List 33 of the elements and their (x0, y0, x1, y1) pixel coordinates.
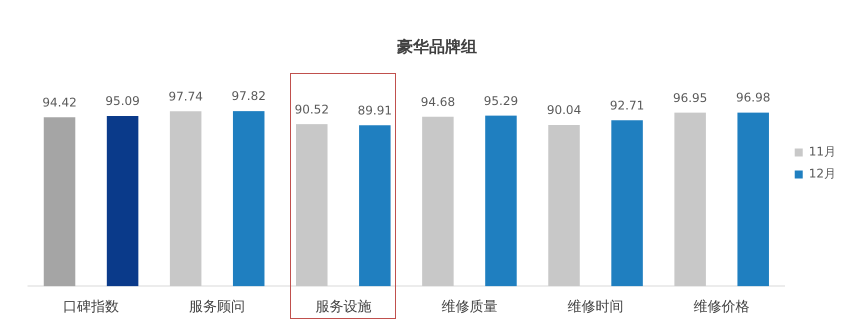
bar (548, 125, 580, 286)
x-tick-label: 维修时间 (568, 299, 624, 316)
data-label: 90.52 (294, 102, 329, 116)
bar (359, 125, 391, 286)
data-label: 94.68 (420, 94, 456, 109)
data-label: 97.74 (168, 89, 203, 104)
legend-label: 11月 (808, 144, 836, 159)
bar (232, 111, 264, 286)
x-tick-label: 服务设施 (315, 299, 372, 316)
bar (485, 116, 517, 286)
chart-title: 豪华品牌组 (396, 36, 477, 56)
data-label: 89.91 (358, 103, 392, 118)
data-label: 96.95 (672, 90, 708, 105)
data-label: 95.29 (484, 94, 518, 108)
x-tick-label: 维修价格 (694, 299, 750, 316)
bar (737, 112, 769, 286)
data-label: 96.98 (736, 90, 770, 105)
data-label: 94.42 (42, 95, 77, 110)
bar (674, 112, 706, 286)
bar (170, 111, 202, 286)
data-label: 92.71 (610, 98, 644, 112)
bar (44, 117, 76, 286)
x-tick-label: 维修质量 (441, 299, 498, 316)
data-label: 95.09 (105, 94, 140, 108)
bar (611, 120, 643, 286)
x-tick-label: 服务顾问 (189, 299, 246, 316)
data-label: 97.82 (232, 89, 266, 104)
bar (296, 124, 328, 286)
legend-label: 12月 (808, 166, 836, 181)
bar (422, 116, 454, 286)
x-tick-label: 口碑指数 (63, 299, 120, 316)
bar (106, 116, 138, 286)
data-label: 90.04 (546, 103, 582, 118)
